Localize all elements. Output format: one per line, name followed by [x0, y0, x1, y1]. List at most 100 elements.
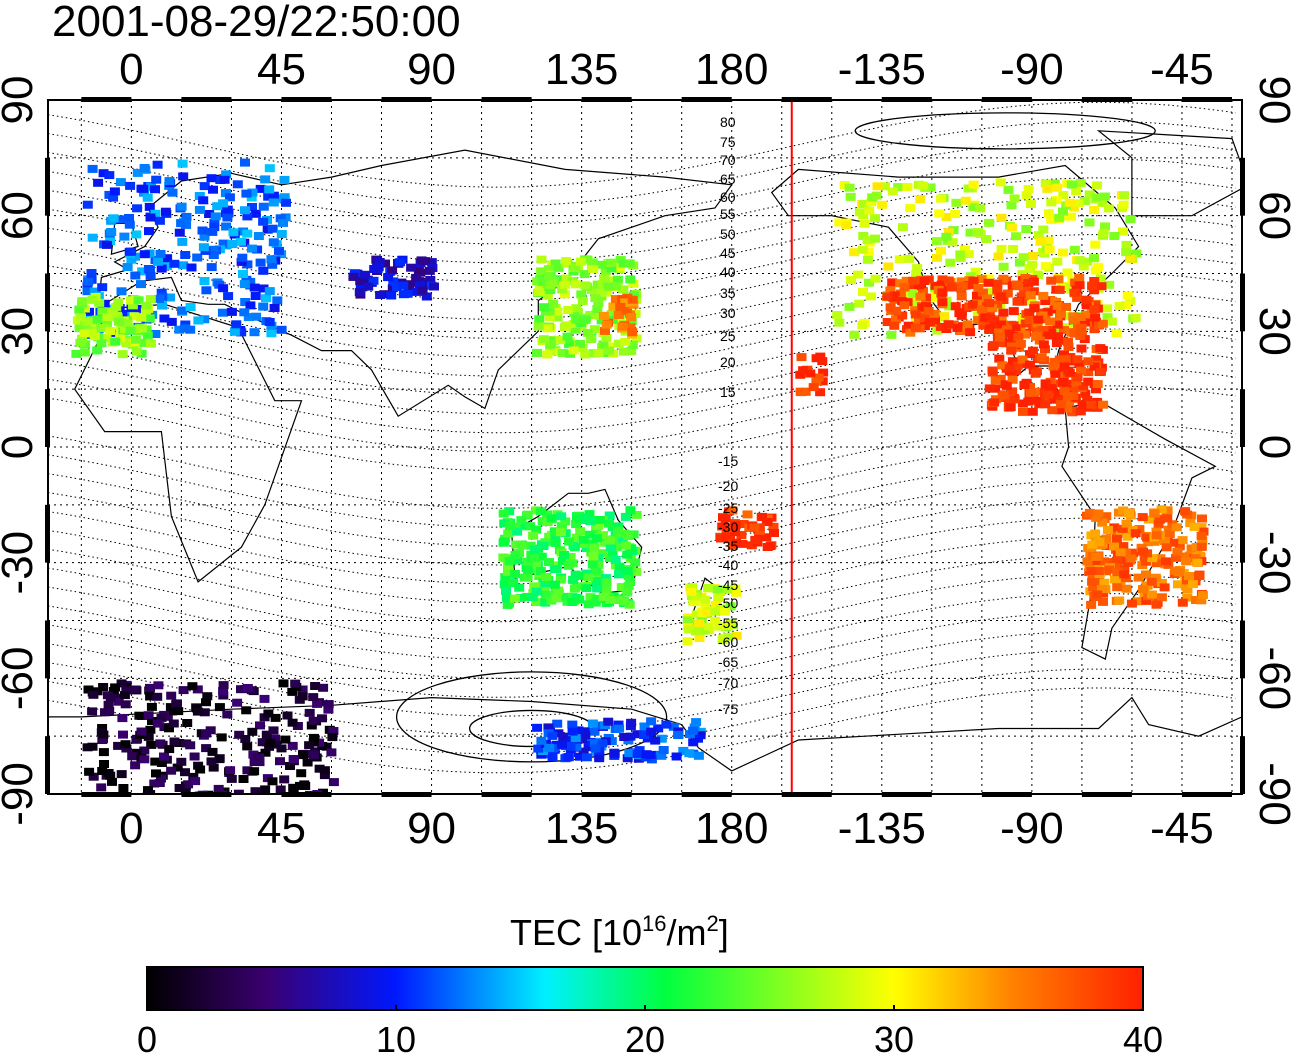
tec-cell — [1083, 368, 1094, 377]
tec-cell — [93, 178, 104, 187]
tec-cell — [924, 318, 935, 326]
tec-cell — [1099, 192, 1110, 201]
tec-cell — [557, 285, 568, 294]
tec-cell — [242, 260, 253, 269]
tec-cell — [619, 347, 629, 356]
tec-cell — [327, 733, 338, 742]
tec-cell — [102, 240, 112, 249]
tec-cell — [1131, 249, 1142, 258]
tec-cell — [721, 585, 732, 594]
tec-cell — [124, 220, 135, 229]
tec-cell — [1118, 227, 1128, 236]
tec-cell — [213, 784, 224, 793]
tec-cell — [145, 271, 156, 280]
tec-cell — [624, 259, 635, 268]
tec-cell — [536, 267, 547, 276]
tec-cell — [111, 302, 122, 311]
contour-label: 55 — [720, 206, 736, 222]
tec-cell — [586, 335, 596, 344]
tec-cell — [1150, 573, 1161, 582]
tec-cell — [263, 192, 274, 201]
tec-cell — [240, 206, 250, 215]
tec-cell — [614, 724, 625, 733]
tec-cell — [730, 584, 741, 593]
tec-cell — [960, 196, 971, 205]
tec-cell — [328, 727, 339, 735]
tec-cell — [1092, 590, 1103, 599]
tec-cell — [275, 785, 286, 794]
tec-cell — [625, 732, 636, 741]
colorbar-tick-label: 10 — [376, 1019, 416, 1057]
tec-cell — [553, 263, 564, 272]
tec-cell — [620, 541, 631, 550]
tec-cell — [1130, 529, 1141, 538]
tec-cell — [510, 551, 521, 559]
tec-cell — [127, 752, 138, 761]
tec-cell — [870, 274, 881, 283]
tec-cell — [1159, 537, 1170, 545]
tec-cell — [308, 693, 319, 702]
frame-bar — [881, 792, 932, 797]
tec-cell — [1121, 584, 1132, 593]
tec-cell — [1078, 382, 1089, 391]
tec-cell — [1091, 355, 1101, 364]
tec-cell — [628, 291, 639, 300]
tec-cell — [1186, 544, 1197, 553]
tec-cell — [355, 283, 366, 292]
tec-cell — [1061, 302, 1071, 311]
tec-cell — [236, 257, 247, 266]
tec-cell — [891, 306, 902, 315]
tec-cell — [1191, 543, 1202, 552]
tec-cell — [176, 202, 187, 211]
tec-cell — [798, 366, 809, 375]
tec-cell — [626, 544, 637, 553]
tec-cell — [915, 195, 926, 204]
tec-cell — [1067, 406, 1077, 415]
tec-cell — [560, 280, 571, 289]
tec-cell — [1156, 505, 1167, 514]
tec-cell — [1024, 316, 1035, 324]
tec-cell — [1052, 183, 1063, 192]
tec-cell — [1076, 344, 1087, 353]
tec-cell — [380, 259, 390, 268]
tec-cell — [570, 263, 581, 272]
tec-cell — [388, 277, 399, 286]
tec-cell — [1163, 525, 1174, 534]
tec-cell — [288, 755, 299, 763]
contour-line — [48, 423, 1236, 509]
tec-cell — [79, 329, 90, 338]
tec-cell — [1128, 548, 1139, 557]
tec-cell — [1018, 359, 1029, 368]
tec-cell — [562, 332, 573, 341]
tec-cell — [96, 339, 107, 348]
tec-cell — [1179, 552, 1190, 561]
tec-cell — [1064, 198, 1075, 207]
tec-cell — [592, 594, 603, 603]
tec-cell — [218, 691, 229, 700]
tec-cell — [1017, 399, 1028, 408]
tec-cell — [108, 193, 119, 202]
tec-cell — [97, 307, 108, 316]
tec-cell — [541, 573, 552, 581]
tec-cell — [1125, 554, 1136, 563]
contour-label: 35 — [720, 285, 736, 301]
tec-cell — [587, 286, 597, 295]
tec-cell — [1134, 525, 1145, 534]
tec-cell — [1059, 350, 1069, 359]
lon-label-bottom: -45 — [1150, 804, 1214, 853]
tec-cell — [174, 784, 185, 792]
tec-cell — [503, 567, 513, 576]
tec-cell — [118, 730, 128, 739]
tec-cell — [121, 686, 132, 695]
tec-cell — [197, 226, 208, 235]
tec-cell — [1059, 362, 1070, 371]
tec-cell — [319, 771, 330, 780]
tec-cell — [88, 772, 99, 781]
tec-cell — [547, 753, 558, 762]
tec-cell — [552, 313, 563, 322]
tec-cell — [99, 324, 110, 332]
tec-cell — [240, 298, 251, 306]
tec-cell — [559, 551, 569, 559]
tec-cell — [1044, 245, 1055, 254]
tec-cell — [754, 523, 765, 532]
